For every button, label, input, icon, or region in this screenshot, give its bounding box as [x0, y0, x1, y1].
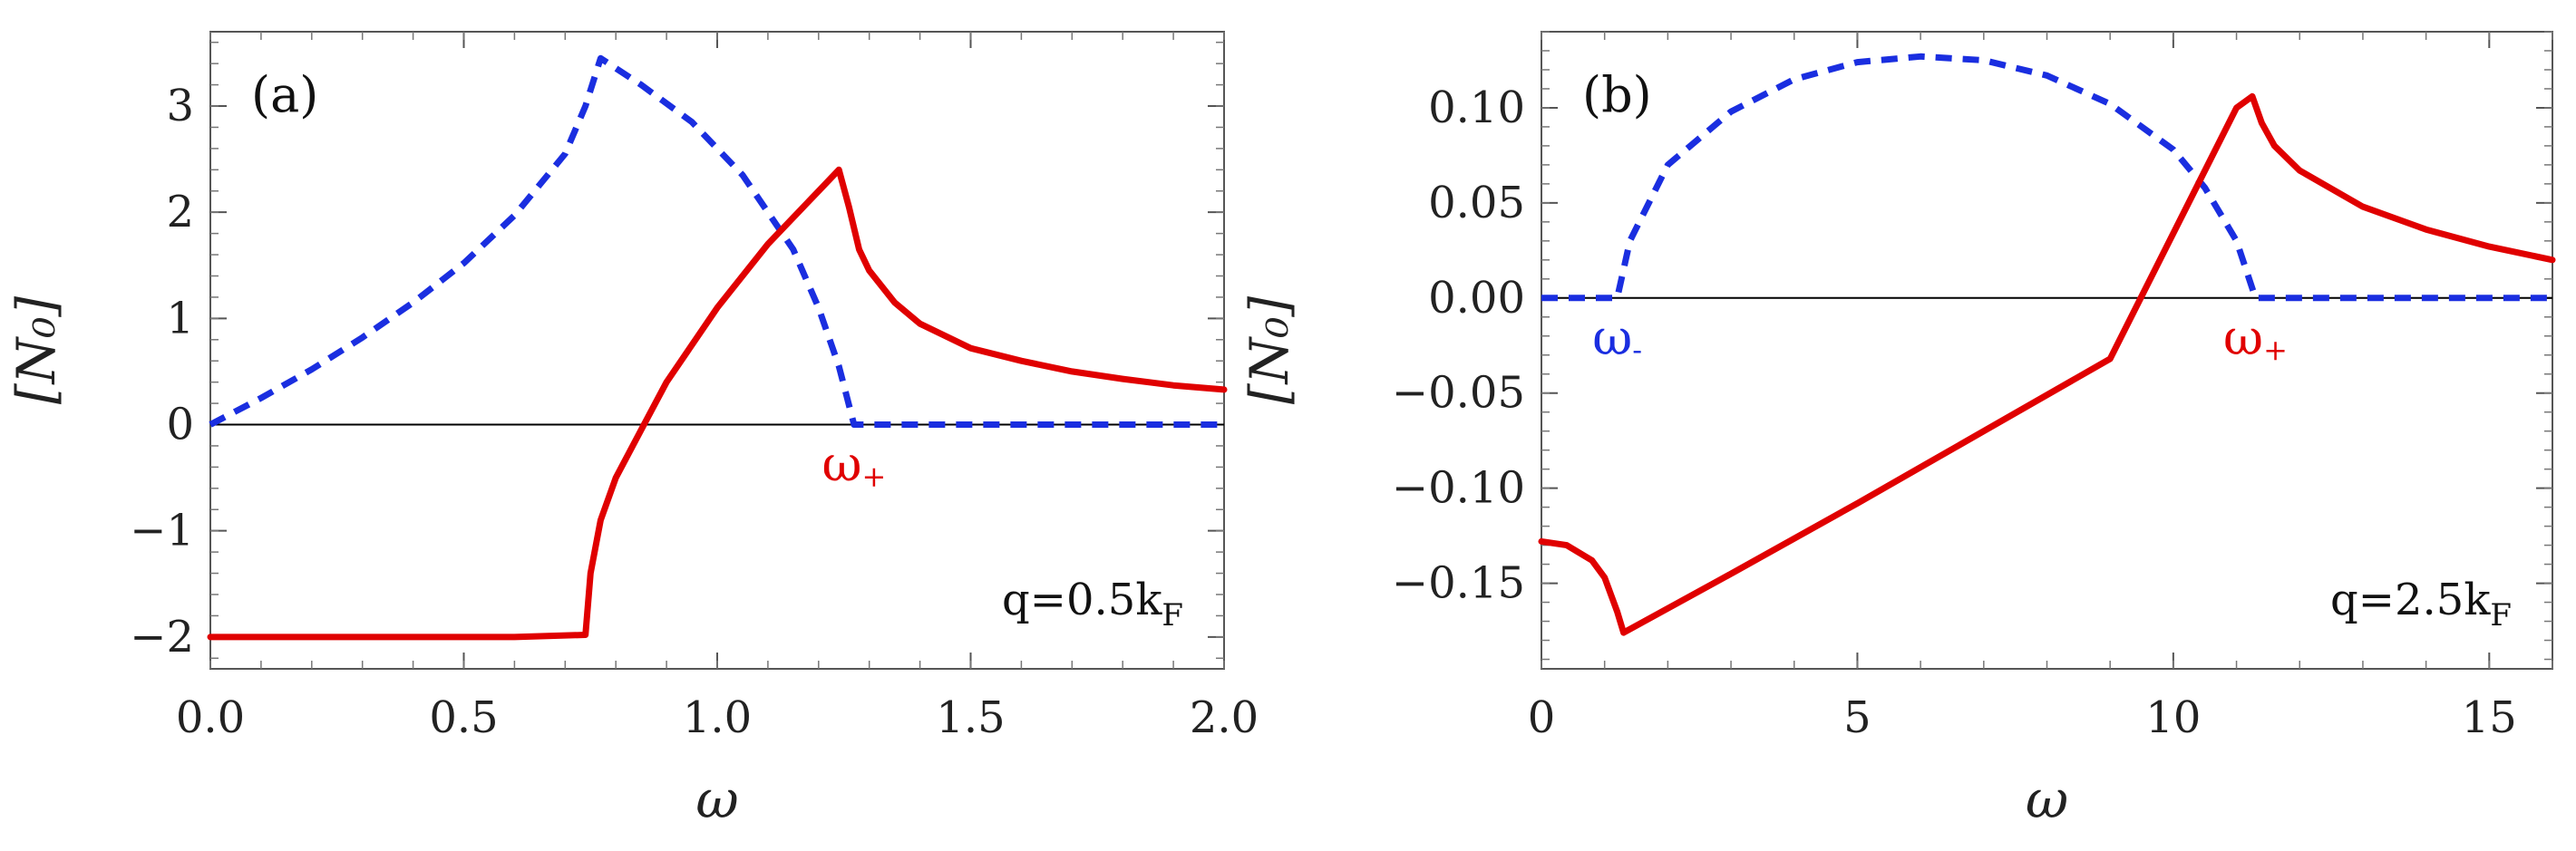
series-red-solid: [1538, 92, 2556, 636]
series-red-solid: [207, 166, 1228, 641]
q-annotation-text: q=0.5k: [1002, 575, 1162, 625]
y-tick-label: −0.05: [1392, 368, 1525, 419]
omega-marker-label: ω+: [822, 436, 887, 494]
q-annotation: q=0.5kF: [1002, 575, 1183, 633]
x-tick-label: 5: [1843, 692, 1871, 743]
omega-symbol: ω: [2223, 309, 2263, 366]
y-tick-label: 2: [166, 187, 194, 237]
y-tick-label: −1: [130, 506, 194, 556]
plot-frame: [209, 31, 1225, 670]
series-blue-dashed: [209, 54, 1224, 428]
y-tick-label: 1: [166, 293, 194, 343]
omega-symbol: ω: [822, 436, 862, 493]
panel-label: (b): [1582, 66, 1652, 123]
y-tick-label: 3: [166, 81, 194, 131]
omega-subscript: +: [2263, 333, 2288, 367]
y-tick-label: −2: [130, 612, 194, 662]
x-axis-title: ω: [695, 769, 738, 830]
panel-b: 0 5 10 15 −0.15 −0.10 −0.05 0.00 0.05 0.10 (b) q=2.…: [1239, 31, 2556, 830]
q-annotation: q=2.5kF: [2330, 575, 2512, 633]
x-tick-label: 1.0: [683, 692, 752, 743]
x-tick-label: 10: [2145, 692, 2201, 743]
x-tick-label: 0: [1528, 692, 1556, 743]
y-tick-label: 0: [166, 400, 194, 450]
x-tick-label: 15: [2462, 692, 2517, 743]
omega-symbol: ω: [1592, 309, 1632, 366]
omega-subscript: +: [862, 459, 887, 494]
x-tick-label: 2.0: [1190, 692, 1259, 743]
y-tick-label: 0.05: [1428, 178, 1525, 228]
y-tick-label: 0.10: [1428, 82, 1525, 133]
omega-marker-label: ω-: [1592, 309, 1642, 367]
x-axis-title: ω: [2026, 769, 2068, 830]
q-annotation-subscript: F: [2490, 597, 2512, 633]
x-tick-label: 0.5: [429, 692, 498, 743]
x-tick-label: 1.5: [936, 692, 1005, 743]
y-tick-label: −0.15: [1392, 558, 1525, 609]
plot-frame: [1541, 31, 2553, 670]
q-annotation-text: q=2.5k: [2330, 575, 2491, 625]
x-tick-label: 0.0: [176, 692, 245, 743]
omega-marker-label: ω+: [2223, 309, 2288, 367]
y-tick-label: 0.00: [1428, 273, 1525, 324]
q-annotation-subscript: F: [1162, 597, 1183, 633]
omega-subscript: -: [1632, 333, 1642, 367]
y-tick-label: −0.10: [1392, 463, 1525, 514]
series-blue-dashed: [1541, 53, 2552, 302]
y-axis-title: [N₀]: [5, 296, 67, 405]
panel-label: (a): [251, 66, 318, 123]
y-axis-title: [N₀]: [1239, 296, 1300, 405]
